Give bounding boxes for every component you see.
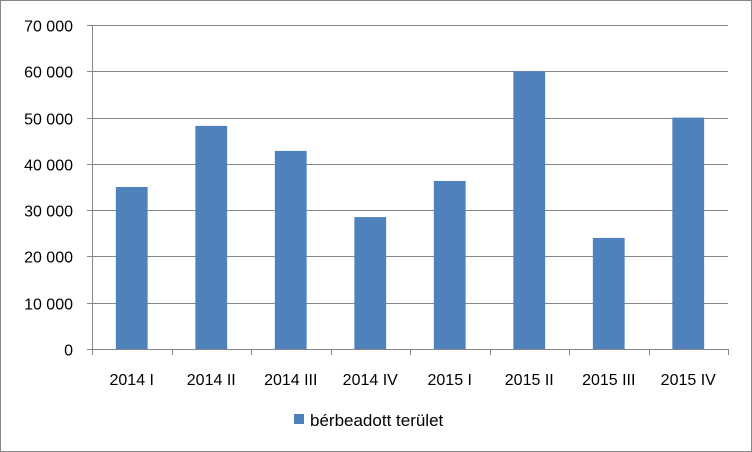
- y-tick-labels: 0 10 000 20 000 30 000 40 000 50 000 60 000 70 …: [24, 19, 73, 360]
- y-tick-label: 50 000: [24, 112, 73, 129]
- gridlines: [92, 25, 728, 304]
- x-tick-label: 2015 IV: [661, 372, 716, 389]
- x-tick-label: 2014 I: [110, 372, 154, 389]
- y-tick-label: 30 000: [24, 204, 73, 221]
- y-tick-label: 40 000: [24, 158, 73, 175]
- legend: bérbeadott terület: [294, 411, 444, 430]
- x-tick-label: 2015 II: [505, 372, 554, 389]
- x-tick-label: 2015 III: [582, 372, 635, 389]
- x-tick-label: 2015 I: [428, 372, 472, 389]
- bar: [115, 187, 148, 349]
- y-tick-label: 10 000: [24, 297, 73, 314]
- y-tick-label: 60 000: [24, 65, 73, 82]
- y-tick-label: 20 000: [24, 250, 73, 267]
- bar: [513, 71, 546, 350]
- bar: [274, 150, 307, 349]
- bar: [433, 180, 466, 349]
- bars: [115, 71, 705, 350]
- y-tick-label: 0: [64, 343, 73, 360]
- x-tick-labels: 2014 I 2014 II 2014 III 2014 IV 2015 I 2015 I…: [110, 372, 717, 389]
- bar: [592, 237, 625, 349]
- legend-label: bérbeadott terület: [310, 411, 444, 430]
- x-tick-label: 2014 IV: [343, 372, 398, 389]
- y-tick-label: 70 000: [24, 19, 73, 36]
- bar: [354, 217, 387, 349]
- axes: [87, 25, 729, 355]
- bar: [195, 125, 228, 349]
- x-tick-label: 2014 II: [187, 372, 236, 389]
- x-tick-label: 2014 III: [264, 372, 317, 389]
- bar: [672, 117, 705, 349]
- legend-swatch: [294, 414, 304, 424]
